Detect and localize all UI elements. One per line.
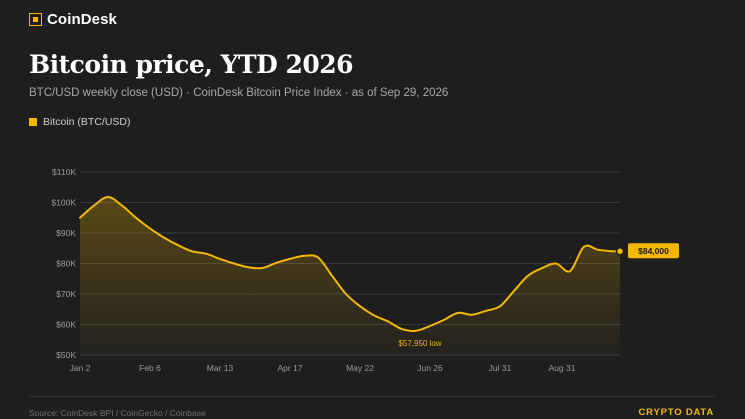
source-note: Source: CoinDesk BPI / CoinGecko / Coinb… bbox=[29, 408, 206, 418]
y-tick-label: $100K bbox=[51, 198, 76, 208]
y-tick-label: $90K bbox=[56, 228, 76, 238]
page-title: Bitcoin price, YTD 2026 bbox=[29, 50, 354, 79]
x-tick-label: Jul 31 bbox=[489, 363, 512, 373]
y-tick-label: $110K bbox=[52, 167, 76, 177]
last-value-marker bbox=[615, 247, 625, 256]
y-tick-label: $60K bbox=[56, 320, 76, 330]
price-area-fill bbox=[80, 197, 620, 355]
x-tick-label: Mar 13 bbox=[207, 363, 234, 373]
low-annotation: $57,950 low bbox=[398, 339, 441, 348]
x-tick-label: Aug 31 bbox=[549, 363, 576, 373]
y-tick-label: $50K bbox=[56, 350, 76, 360]
price-line bbox=[79, 196, 621, 332]
brand-name: CoinDesk bbox=[47, 11, 117, 28]
y-tick-label: $80K bbox=[56, 259, 76, 269]
x-tick-label: Jun 26 bbox=[417, 363, 443, 373]
footer-divider bbox=[29, 396, 716, 397]
last-value-tag bbox=[628, 243, 679, 259]
chart-legend: Bitcoin (BTC/USD) bbox=[29, 116, 131, 128]
x-tick-label: Apr 17 bbox=[277, 363, 302, 373]
coindesk-logo-icon bbox=[29, 13, 42, 26]
last-value-label: $84,000 bbox=[638, 246, 669, 256]
y-tick-label: $70K bbox=[56, 289, 76, 299]
legend-label: Bitcoin (BTC/USD) bbox=[43, 116, 131, 128]
page-subtitle: BTC/USD weekly close (USD) · CoinDesk Bi… bbox=[29, 87, 449, 99]
legend-swatch bbox=[29, 118, 37, 126]
coindesk-logo: CoinDesk bbox=[29, 11, 117, 28]
x-tick-label: Jan 2 bbox=[70, 363, 91, 373]
x-tick-label: Feb 6 bbox=[139, 363, 161, 373]
section-tag: CRYPTO DATA bbox=[638, 407, 714, 418]
x-tick-label: May 22 bbox=[346, 363, 374, 373]
